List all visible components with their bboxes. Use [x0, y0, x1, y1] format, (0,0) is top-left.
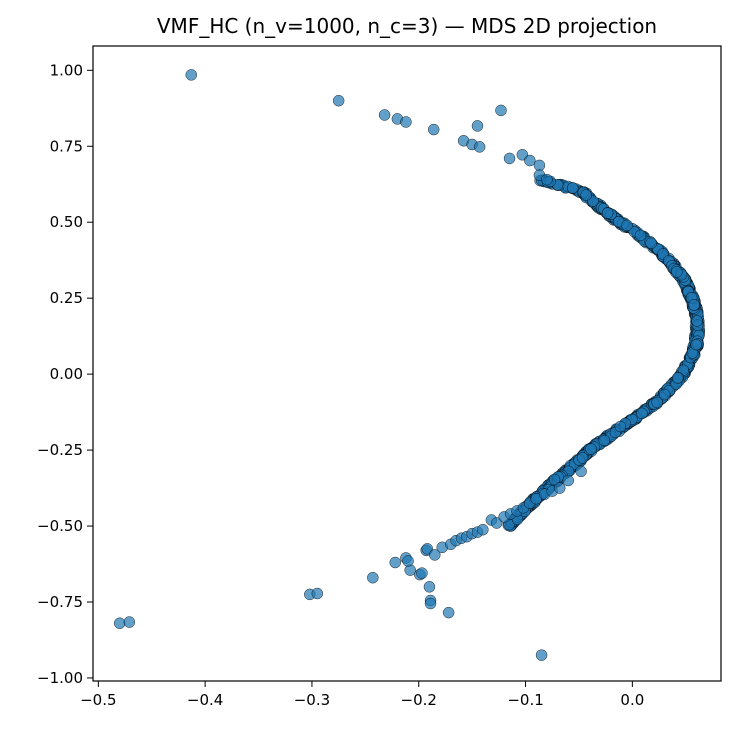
data-point: [367, 571, 379, 584]
data-point: [562, 474, 575, 487]
data-point: [548, 473, 561, 486]
data-point: [601, 207, 614, 219]
x-tick-label: −0.4: [187, 691, 223, 709]
data-point: [567, 182, 579, 194]
y-tick-label: 0.50: [50, 213, 83, 231]
data-point: [332, 94, 345, 107]
data-point: [473, 141, 486, 153]
data-point: [651, 396, 663, 409]
data-point: [645, 237, 657, 249]
data-point: [442, 606, 455, 619]
data-point: [691, 315, 703, 327]
data-point: [427, 123, 440, 136]
y-tick-label: −1.00: [37, 669, 83, 687]
data-point: [185, 69, 198, 81]
y-tick-label: −0.75: [37, 593, 83, 611]
data-point: [580, 189, 592, 201]
data-point: [416, 567, 428, 579]
data-point: [634, 229, 647, 242]
y-tick-label: 0.25: [50, 289, 83, 307]
data-point: [123, 616, 136, 628]
data-point: [690, 338, 702, 351]
y-tick-label: −0.50: [37, 517, 83, 535]
y-tick-label: 1.00: [50, 61, 83, 79]
data-point: [389, 556, 401, 569]
data-point: [671, 372, 684, 384]
data-point: [429, 549, 441, 561]
data-point: [423, 581, 436, 593]
data-point: [524, 154, 536, 167]
data-point: [535, 649, 548, 661]
data-point: [311, 587, 324, 600]
data-point: [636, 407, 648, 420]
data-point: [553, 482, 566, 494]
data-point: [598, 434, 610, 447]
y-tick-label: 0.00: [50, 365, 83, 383]
data-point: [671, 266, 683, 278]
chart-title: VMF_HC (n_v=1000, n_c=3) — MDS 2D projec…: [157, 14, 657, 38]
data-point: [495, 104, 507, 117]
data-point: [576, 452, 589, 464]
x-tick-label: −0.2: [401, 691, 437, 709]
y-tick-label: 0.75: [50, 137, 83, 155]
data-point: [688, 299, 700, 311]
data-point: [533, 159, 546, 172]
data-point: [614, 420, 627, 433]
data-point: [658, 388, 671, 401]
plot-frame: [92, 45, 722, 682]
data-point: [575, 465, 587, 478]
x-tick-label: −0.3: [294, 691, 330, 709]
data-point: [621, 219, 633, 232]
data-point: [113, 617, 126, 630]
data-point: [541, 173, 553, 186]
x-tick-label: −0.1: [507, 691, 543, 709]
data-point: [477, 523, 489, 536]
x-tick-label: −0.5: [80, 691, 116, 709]
data-point: [421, 543, 434, 555]
data-point: [490, 517, 503, 529]
x-tick-label: 0.0: [620, 691, 644, 709]
data-point: [585, 443, 597, 455]
data-point: [378, 109, 391, 121]
x-axis: −0.5 −0.4 −0.3 −0.2 −0.1 0.0: [80, 681, 644, 709]
data-point: [402, 555, 414, 567]
y-axis: −1.00 −0.75 −0.50 −0.25 0.00 0.25 0.50 0.75 1.00: [37, 61, 93, 687]
data-point: [424, 597, 437, 610]
scatter-points: [113, 69, 706, 661]
data-point: [471, 120, 484, 132]
data-point: [400, 116, 412, 128]
y-tick-label: −0.25: [37, 441, 83, 459]
data-point: [503, 152, 516, 165]
